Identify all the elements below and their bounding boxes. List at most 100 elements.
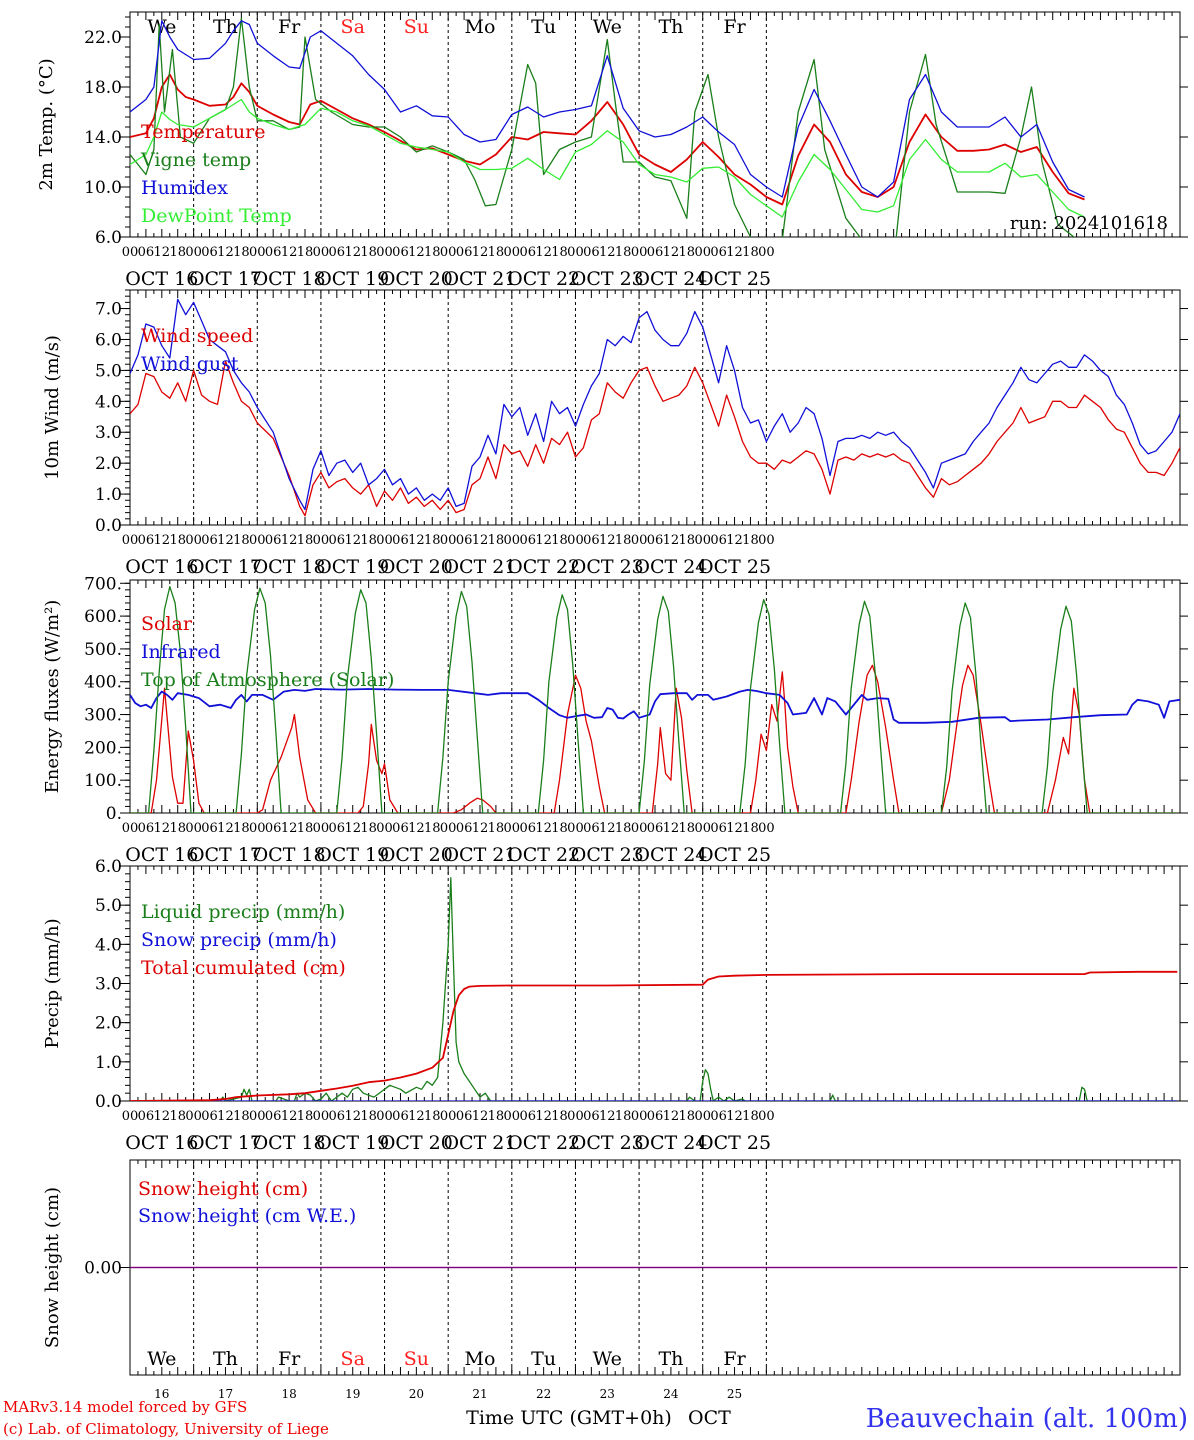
hour-tick-label: 18 bbox=[679, 821, 696, 836]
hour-tick-label: 06 bbox=[456, 533, 473, 548]
hour-tick-label: 06 bbox=[265, 533, 282, 548]
hour-tick-label: 00 bbox=[313, 533, 330, 548]
weekday-label: Tu bbox=[531, 1348, 556, 1370]
hour-tick-label: 12 bbox=[726, 245, 743, 260]
date-label: OCT 23 bbox=[571, 556, 644, 578]
hour-tick-label: 12 bbox=[599, 533, 616, 548]
weekday-label: We bbox=[147, 1348, 176, 1370]
hour-tick-label: 12 bbox=[663, 533, 680, 548]
legend-entry: Snow height (cm) bbox=[138, 1178, 308, 1200]
hour-tick-label: 06 bbox=[710, 245, 727, 260]
hour-tick-label: 12 bbox=[472, 245, 489, 260]
date-label: OCT 22 bbox=[507, 844, 580, 866]
hour-tick-label: 00 bbox=[631, 533, 648, 548]
hour-tick-label: 18 bbox=[169, 245, 186, 260]
y-tick-label: 1.0 bbox=[95, 1053, 122, 1073]
y-axis-title: Energy fluxes (W/m²) bbox=[42, 600, 63, 794]
hour-tick-label: 12 bbox=[726, 821, 743, 836]
hour-tick-label: 00 bbox=[122, 245, 139, 260]
hour-tick-label: 06 bbox=[392, 1109, 409, 1124]
hour-tick-label: 12 bbox=[663, 245, 680, 260]
hour-tick-label: 18 bbox=[615, 533, 632, 548]
series-line-3-1 bbox=[130, 664, 1178, 813]
hour-tick-label: 12 bbox=[408, 1109, 425, 1124]
date-label: OCT 17 bbox=[189, 1132, 262, 1154]
date-label: OCT 21 bbox=[443, 556, 516, 578]
hour-tick-label: 00 bbox=[122, 821, 139, 836]
hour-tick-label: 06 bbox=[138, 245, 155, 260]
hour-tick-label: 06 bbox=[583, 821, 600, 836]
hour-tick-label: 18 bbox=[551, 533, 568, 548]
hour-tick-label: 12 bbox=[154, 245, 171, 260]
hour-tick-label: 06 bbox=[710, 533, 727, 548]
hour-tick-label: 00 bbox=[376, 1109, 393, 1124]
hour-tick-label: 12 bbox=[344, 1109, 361, 1124]
hour-tick-label: 18 bbox=[360, 1109, 377, 1124]
date-label: OCT 20 bbox=[380, 268, 453, 290]
y-tick-label: 100. bbox=[84, 771, 122, 791]
hour-tick-label: 06 bbox=[647, 1109, 664, 1124]
hour-tick-label: 00 bbox=[185, 821, 202, 836]
day-number-label: 23 bbox=[600, 1387, 615, 1401]
date-label: OCT 25 bbox=[698, 268, 771, 290]
hour-tick-label: 12 bbox=[154, 821, 171, 836]
y-tick-label: 3.0 bbox=[95, 423, 122, 443]
hour-tick-label: 12 bbox=[663, 1109, 680, 1124]
date-label: OCT 24 bbox=[634, 844, 707, 866]
y-axis-title: 10m Wind (m/s) bbox=[42, 335, 63, 480]
date-label: OCT 17 bbox=[189, 844, 262, 866]
weekday-label: Tu bbox=[531, 16, 556, 38]
hour-tick-label: 00 bbox=[313, 1109, 330, 1124]
date-label: OCT 22 bbox=[507, 1132, 580, 1154]
legend-entry: DewPoint Temp bbox=[141, 205, 292, 227]
series-layer bbox=[130, 877, 1178, 1101]
series-line-1-1 bbox=[130, 73, 1085, 206]
series-line-1-4 bbox=[130, 98, 1085, 218]
y-tick-label: 6.0 bbox=[95, 330, 122, 350]
hour-tick-label: 06 bbox=[519, 245, 536, 260]
legend-entry: Solar bbox=[141, 613, 193, 635]
hour-tick-label: 06 bbox=[519, 533, 536, 548]
hour-tick-label: 00 bbox=[122, 533, 139, 548]
hour-tick-label: 18 bbox=[169, 821, 186, 836]
legend-entry: Snow precip (mm/h) bbox=[141, 929, 337, 951]
legend-entry: Vigne temp bbox=[140, 149, 251, 171]
hour-tick-label: 06 bbox=[583, 533, 600, 548]
x-axis-title: Time UTC (GMT+0h) bbox=[466, 1407, 672, 1429]
date-label: OCT 22 bbox=[507, 268, 580, 290]
weekday-label: Fr bbox=[278, 1348, 301, 1370]
date-label: OCT 22 bbox=[507, 556, 580, 578]
hour-tick-label: 00 bbox=[694, 1109, 711, 1124]
hour-tick-label: 06 bbox=[456, 1109, 473, 1124]
legend-entry: Top of Atmosphere (Solar) bbox=[141, 669, 394, 691]
hour-tick-label: 06 bbox=[710, 821, 727, 836]
legend-entry: Infrared bbox=[141, 641, 221, 663]
date-label: OCT 19 bbox=[316, 844, 389, 866]
series-line-4-3 bbox=[130, 970, 1178, 1101]
y-tick-label: 300. bbox=[84, 706, 122, 726]
date-label: OCT 23 bbox=[571, 844, 644, 866]
hour-tick-label: 12 bbox=[408, 821, 425, 836]
weekday-label: We bbox=[593, 1348, 622, 1370]
hour-tick-label: 00 bbox=[504, 1109, 521, 1124]
hour-tick-label: 00 bbox=[440, 533, 457, 548]
weekday-label: Su bbox=[404, 1348, 429, 1370]
hour-tick-label: 00 bbox=[631, 1109, 648, 1124]
hour-tick-label: 00 bbox=[694, 245, 711, 260]
day-number-label: 21 bbox=[472, 1387, 487, 1401]
hour-tick-label: 06 bbox=[201, 533, 218, 548]
hour-tick-label: 00 bbox=[313, 245, 330, 260]
hour-tick-label: 06 bbox=[647, 821, 664, 836]
date-label: OCT 23 bbox=[571, 268, 644, 290]
hour-tick-label: 06 bbox=[138, 821, 155, 836]
hour-tick-label: 00 bbox=[376, 821, 393, 836]
hour-tick-label: 00 bbox=[504, 245, 521, 260]
hour-tick-label: 00 bbox=[376, 245, 393, 260]
hour-tick-label: 18 bbox=[360, 533, 377, 548]
hour-tick-label: 00 bbox=[440, 821, 457, 836]
weekday-label: Mo bbox=[465, 1348, 496, 1370]
hour-tick-label: 06 bbox=[456, 245, 473, 260]
hour-tick-label: 00 bbox=[185, 245, 202, 260]
